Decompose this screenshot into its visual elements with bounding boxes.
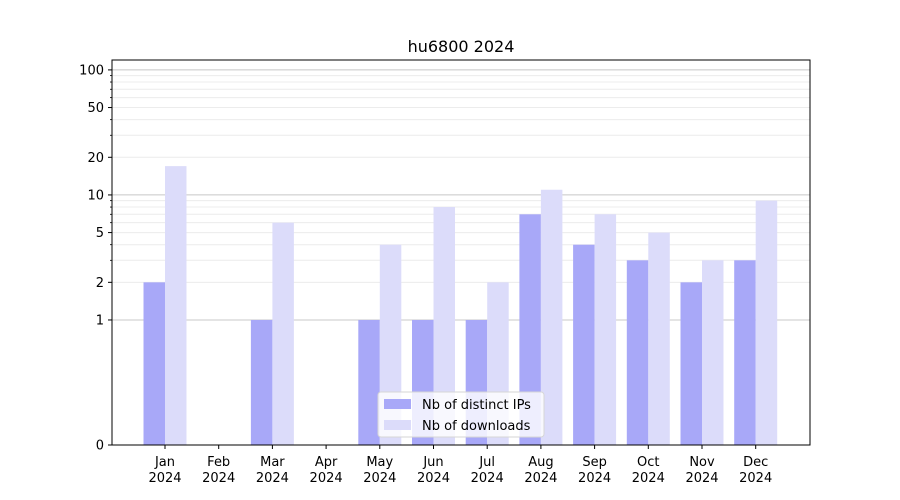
x-tick-label-year: 2024 bbox=[363, 471, 396, 486]
x-tick-label-month: Sep bbox=[582, 455, 607, 470]
x-tick-label-year: 2024 bbox=[685, 471, 718, 486]
x-tick-label-year: 2024 bbox=[739, 471, 772, 486]
legend-box bbox=[377, 391, 545, 438]
x-tick-label-year: 2024 bbox=[310, 471, 343, 486]
bar-downloads bbox=[755, 200, 778, 445]
x-tick-label-month: Apr bbox=[315, 455, 338, 470]
bar-distinct-ips bbox=[573, 244, 595, 445]
x-tick-label-month: Jan bbox=[154, 455, 175, 470]
legend-swatch bbox=[384, 420, 411, 430]
bar-downloads bbox=[648, 232, 670, 445]
y-axis: 0 1 2 5 10 20 50 100 bbox=[79, 63, 112, 454]
bar-distinct-ips bbox=[358, 319, 380, 445]
bar-downloads bbox=[165, 166, 187, 445]
x-tick-label-year: 2024 bbox=[524, 471, 557, 486]
x-tick-label-year: 2024 bbox=[417, 471, 450, 486]
x-tick-label-year: 2024 bbox=[256, 471, 289, 486]
x-axis: Jan2024Feb2024Mar2024Apr2024May2024Jun20… bbox=[148, 445, 772, 486]
x-tick-label-month: Jun bbox=[422, 455, 443, 470]
bar-distinct-ips bbox=[680, 282, 702, 445]
y-tick-label: 1 bbox=[96, 313, 104, 328]
x-tick-label-month: Nov bbox=[689, 455, 715, 470]
x-tick-label-month: Jul bbox=[478, 455, 495, 470]
bar-downloads bbox=[540, 189, 563, 445]
y-tick-label: 20 bbox=[87, 151, 104, 166]
plot-frame bbox=[111, 59, 811, 446]
bar-downloads bbox=[433, 207, 455, 445]
y-tick-label: 100 bbox=[79, 63, 104, 78]
x-tick-label-year: 2024 bbox=[578, 471, 611, 486]
x-tick-label-month: May bbox=[366, 455, 393, 470]
bar-distinct-ips bbox=[519, 214, 541, 445]
grid bbox=[112, 69, 810, 321]
x-tick-label-year: 2024 bbox=[148, 471, 181, 486]
y-tick-label: 50 bbox=[87, 101, 104, 116]
x-tick-label-year: 2024 bbox=[202, 471, 235, 486]
bar-downloads bbox=[594, 214, 617, 445]
x-tick-label-month: Oct bbox=[637, 455, 659, 470]
y-tick-label: 5 bbox=[96, 226, 104, 241]
x-tick-label-month: Feb bbox=[207, 455, 230, 470]
bar-distinct-ips bbox=[143, 282, 165, 445]
legend-swatch bbox=[384, 399, 411, 409]
legend-label: Nb of downloads bbox=[422, 419, 531, 434]
bars bbox=[143, 166, 778, 445]
bar-distinct-ips bbox=[734, 260, 756, 445]
y-tick-label: 0 bbox=[96, 439, 104, 454]
x-tick-label-month: Dec bbox=[743, 455, 768, 470]
bar-distinct-ips bbox=[626, 260, 649, 445]
x-tick-label-year: 2024 bbox=[632, 471, 665, 486]
x-tick-label-month: Mar bbox=[260, 455, 285, 470]
y-tick-label: 10 bbox=[87, 188, 104, 203]
bar-downloads bbox=[702, 260, 724, 445]
bar-downloads bbox=[272, 222, 294, 445]
x-tick-label-month: Aug bbox=[528, 455, 553, 470]
legend: Nb of distinct IPs Nb of downloads bbox=[377, 391, 545, 438]
x-tick-label-year: 2024 bbox=[471, 471, 504, 486]
bar-distinct-ips bbox=[250, 319, 273, 445]
chart-title: hu6800 2024 bbox=[408, 37, 515, 56]
legend-label: Nb of distinct IPs bbox=[422, 398, 531, 413]
y-tick-label: 2 bbox=[96, 276, 104, 291]
